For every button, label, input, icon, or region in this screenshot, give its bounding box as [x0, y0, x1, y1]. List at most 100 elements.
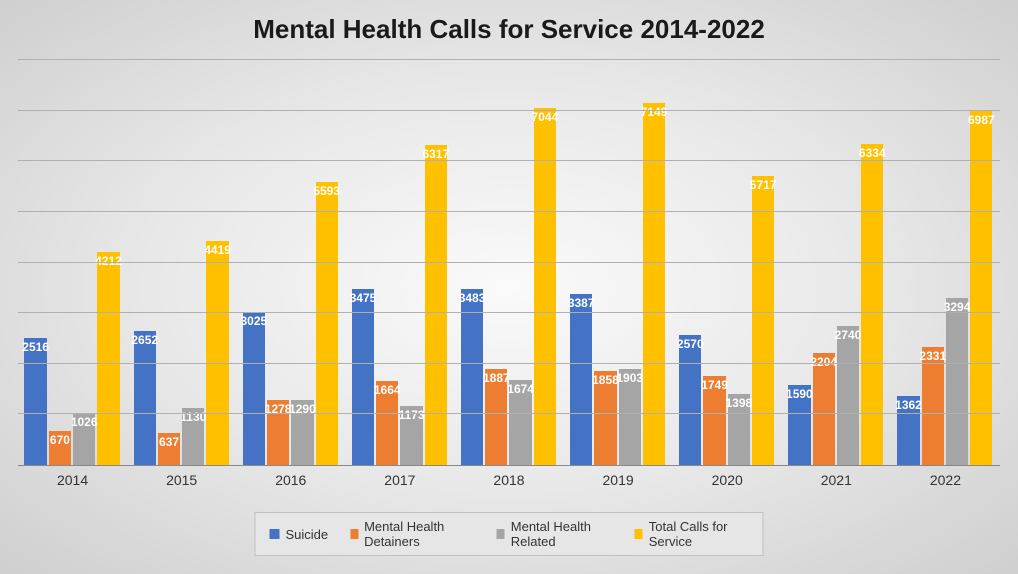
- bar: 670: [49, 431, 71, 465]
- bar-value-label: 1362: [895, 398, 922, 412]
- bar-value-label: 7044: [532, 110, 559, 124]
- bar: 1362: [897, 396, 919, 465]
- bar: 7044: [534, 108, 556, 465]
- bar: 2652: [134, 331, 156, 465]
- bar: 1278: [267, 400, 289, 465]
- bar: 2331: [922, 347, 944, 465]
- legend-label: Suicide: [286, 527, 329, 542]
- bar-cluster: 1590220427406334: [788, 60, 883, 465]
- year-group: 251667010264212: [18, 60, 127, 465]
- bar-cluster: 3483 18871674 7044: [461, 60, 556, 465]
- gridline: [18, 59, 1000, 60]
- year-group: 3387185819037149: [564, 60, 673, 465]
- bar-cluster: 3387185819037149: [570, 60, 665, 465]
- bar: 637: [158, 433, 180, 465]
- bar-value-label: 1173: [398, 408, 424, 422]
- legend-swatch: [497, 529, 505, 539]
- bar-value-label: 1664: [374, 383, 401, 397]
- bar: 2740: [837, 326, 859, 465]
- chart-area: 251667010264212 2652 6371130 4419 3025127812…: [18, 60, 1000, 494]
- x-axis-label: 2022: [891, 466, 1000, 494]
- bar: 3294: [946, 298, 968, 465]
- bar-value-label: 6317: [422, 147, 449, 161]
- bar: 2204: [813, 353, 835, 465]
- bar: 5717: [752, 176, 774, 465]
- gridline: [18, 160, 1000, 161]
- year-group: 3475 1664 1173 6317: [345, 60, 454, 465]
- legend-label: Total Calls for Service: [649, 519, 749, 549]
- legend: Suicide Mental Health Detainers Mental Hea…: [255, 512, 764, 556]
- plot-region: 251667010264212 2652 6371130 4419 3025127812…: [18, 60, 1000, 466]
- bar-value-label: 2570: [677, 337, 704, 351]
- bar: 6317: [425, 145, 447, 465]
- bar: 5593: [316, 182, 338, 465]
- x-axis-label: 2021: [782, 466, 891, 494]
- year-group: 302512781290 5593: [236, 60, 345, 465]
- bar-value-label: 1887: [483, 371, 510, 385]
- bar: 1026: [73, 413, 95, 465]
- bar-value-label: 2331: [919, 349, 946, 363]
- bar-value-label: 1903: [616, 371, 643, 385]
- bar: 1590: [788, 385, 810, 465]
- x-axis-label: 2020: [673, 466, 782, 494]
- year-group: 2652 6371130 4419: [127, 60, 236, 465]
- x-axis-label: 2014: [18, 466, 127, 494]
- bar-value-label: 5717: [750, 178, 777, 192]
- bar: 3025: [243, 312, 265, 465]
- bar-value-label: 6987: [968, 113, 995, 127]
- bar: 1664: [376, 381, 398, 465]
- bar-value-label: 2740: [835, 328, 862, 342]
- bar-groups: 251667010264212 2652 6371130 4419 3025127812…: [18, 60, 1000, 465]
- bar: 1858: [594, 371, 616, 465]
- bar-cluster: 2570 1749 1398 5717: [679, 60, 774, 465]
- bar-value-label: 1398: [725, 396, 752, 410]
- bar: 3483: [461, 289, 483, 465]
- chart-title: Mental Health Calls for Service 2014-202…: [0, 0, 1018, 53]
- legend-item: Suicide: [270, 527, 329, 542]
- year-group: 2570 1749 1398 5717: [673, 60, 782, 465]
- bar: 6334: [861, 144, 883, 465]
- bar-value-label: 2652: [131, 333, 158, 347]
- bar: 2570: [679, 335, 701, 465]
- bar-cluster: 1362 23313294 6987: [897, 60, 992, 465]
- bar: 1674: [509, 380, 531, 465]
- legend-swatch: [350, 529, 358, 539]
- legend-item: Mental Health Detainers: [350, 519, 475, 549]
- bar-cluster: 302512781290 5593: [243, 60, 338, 465]
- bar: 1749: [703, 376, 725, 465]
- bar: 4212: [97, 252, 119, 465]
- bar-value-label: 5593: [313, 184, 340, 198]
- bar-value-label: 670: [50, 433, 70, 447]
- bar: 3387: [570, 294, 592, 465]
- x-axis-labels: 201420152016201720182019202020212022: [18, 466, 1000, 494]
- bar-cluster: 251667010264212: [24, 60, 119, 465]
- bar-value-label: 3475: [350, 291, 377, 305]
- bar-value-label: 1749: [701, 378, 728, 392]
- gridline: [18, 363, 1000, 364]
- bar-value-label: 3483: [459, 291, 486, 305]
- legend-item: Mental Health Related: [497, 519, 613, 549]
- year-group: 3483 18871674 7044: [454, 60, 563, 465]
- gridline: [18, 262, 1000, 263]
- year-group: 1362 23313294 6987: [891, 60, 1000, 465]
- bar-value-label: 4419: [204, 243, 231, 257]
- bar: 1887: [485, 369, 507, 465]
- bar: 7149: [643, 103, 665, 465]
- bar-value-label: 1026: [71, 415, 98, 429]
- legend-item: Total Calls for Service: [635, 519, 749, 549]
- legend-swatch: [635, 529, 643, 539]
- bar: 1290: [291, 400, 313, 465]
- legend-label: Mental Health Related: [511, 519, 613, 549]
- bar: 6987: [970, 111, 992, 465]
- x-axis-label: 2017: [345, 466, 454, 494]
- bar-value-label: 1130: [180, 410, 206, 424]
- legend-label: Mental Health Detainers: [364, 519, 475, 549]
- year-group: 1590220427406334: [782, 60, 891, 465]
- bar-value-label: 1674: [507, 382, 534, 396]
- gridline: [18, 312, 1000, 313]
- bar: 1173: [400, 406, 422, 465]
- bar: 1903: [619, 369, 641, 465]
- x-axis-label: 2015: [127, 466, 236, 494]
- bar-value-label: 1858: [592, 373, 619, 387]
- bar: 1398: [728, 394, 750, 465]
